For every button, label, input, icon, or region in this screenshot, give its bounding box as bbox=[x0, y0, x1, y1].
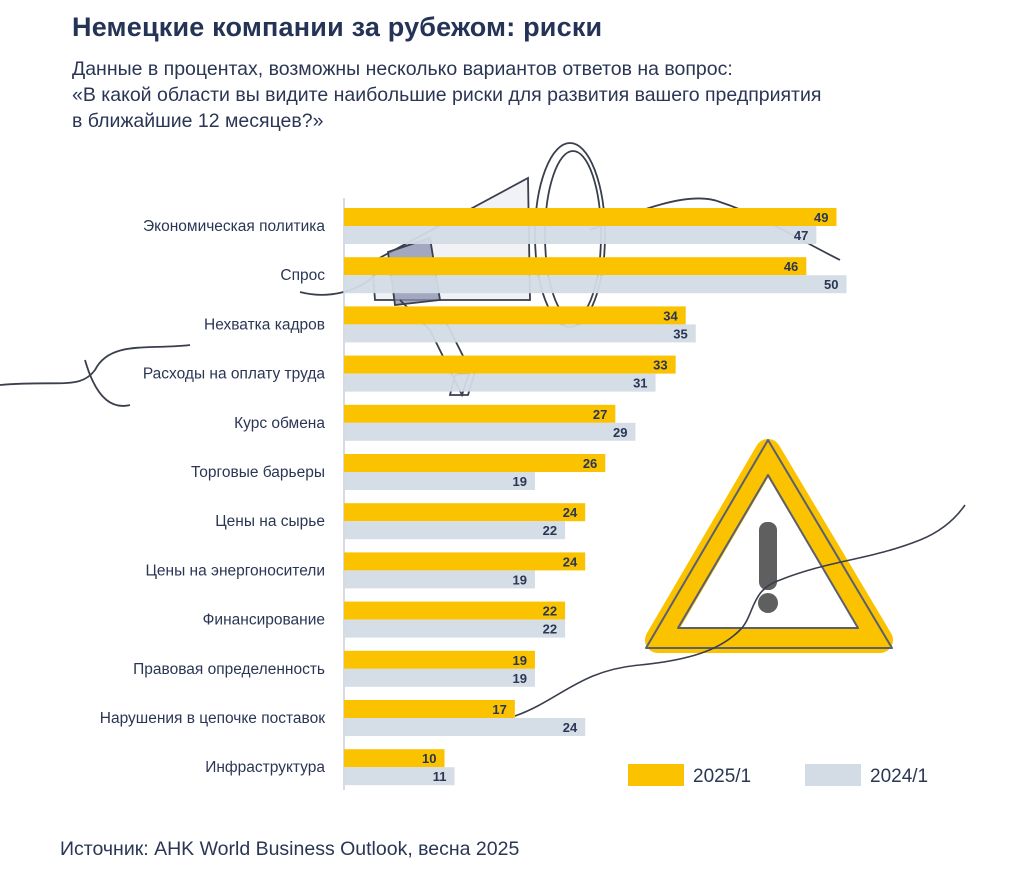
category-label: Нехватка кадров bbox=[204, 316, 325, 333]
legend-swatch-2024 bbox=[805, 764, 861, 786]
bar-2025 bbox=[344, 257, 807, 276]
category-label: Цены на энергоносители bbox=[145, 562, 325, 579]
bar-2025 bbox=[344, 355, 676, 374]
subtitle-line: Данные в процентах, возможны несколько в… bbox=[72, 58, 733, 80]
value-label-2025: 46 bbox=[784, 259, 798, 274]
bar-2024 bbox=[344, 718, 586, 736]
value-label-2025: 24 bbox=[563, 505, 578, 520]
bar-2024 bbox=[344, 422, 636, 441]
bar-2025 bbox=[344, 503, 586, 522]
bar-2024 bbox=[344, 275, 847, 294]
value-label-2025: 17 bbox=[492, 702, 506, 717]
value-label-2024: 19 bbox=[512, 572, 526, 587]
subtitle-line: «В какой области вы видите наибольшие ри… bbox=[72, 84, 822, 106]
bar-2024 bbox=[344, 619, 566, 638]
bar-2025 bbox=[344, 749, 445, 768]
legend-swatch-2025 bbox=[628, 764, 684, 786]
category-label: Экономическая политика bbox=[143, 218, 325, 235]
bar-2024 bbox=[344, 570, 535, 589]
warning-sign-icon bbox=[645, 439, 893, 653]
value-label-2024: 19 bbox=[512, 671, 526, 686]
category-label: Правовая определенность bbox=[133, 661, 325, 678]
value-label-2024: 47 bbox=[794, 228, 808, 243]
category-label: Нарушения в цепочке поставок bbox=[100, 710, 325, 727]
value-label-2025: 10 bbox=[422, 751, 436, 766]
bar-2024 bbox=[344, 668, 535, 687]
bar-2025 bbox=[344, 404, 616, 423]
value-label-2025: 26 bbox=[583, 456, 597, 471]
value-label-2024: 24 bbox=[563, 720, 578, 735]
value-label-2025: 27 bbox=[593, 407, 607, 422]
bar-2024 bbox=[344, 226, 817, 244]
legend-label-2025: 2025/1 bbox=[693, 766, 751, 787]
value-label-2024: 31 bbox=[633, 376, 647, 391]
decorative-line bbox=[514, 504, 966, 717]
category-label: Инфраструктура bbox=[205, 759, 325, 776]
value-label-2024: 29 bbox=[613, 425, 627, 440]
value-label-2024: 50 bbox=[824, 277, 838, 292]
subtitle-line: в ближайшие 12 месяцев?» bbox=[72, 110, 324, 132]
bar-2024 bbox=[344, 521, 566, 540]
value-label-2025: 33 bbox=[653, 358, 667, 373]
bar-2025 bbox=[344, 306, 686, 325]
legend: 2025/1 2024/1 bbox=[628, 764, 928, 787]
bar-2025 bbox=[344, 454, 606, 472]
value-label-2024: 35 bbox=[673, 326, 687, 341]
chart-subtitle: Данные в процентах, возможны несколько в… bbox=[72, 56, 972, 134]
value-label-2024: 22 bbox=[543, 523, 557, 538]
category-label: Финансирование bbox=[203, 612, 325, 629]
bar-2025 bbox=[344, 700, 515, 718]
chart-title: Немецкие компании за рубежом: риски bbox=[72, 12, 603, 42]
value-label-2024: 19 bbox=[512, 474, 526, 489]
bar-2025 bbox=[344, 601, 566, 620]
bar-2025 bbox=[344, 650, 535, 669]
value-label-2024: 11 bbox=[433, 769, 447, 784]
bar-2024 bbox=[344, 324, 696, 343]
category-label: Курс обмена bbox=[234, 415, 325, 432]
bar-2024 bbox=[344, 472, 535, 490]
value-label-2025: 22 bbox=[543, 604, 557, 619]
value-label-2024: 22 bbox=[543, 622, 557, 637]
source-note: Источник: AHK World Business Outlook, ве… bbox=[60, 838, 520, 860]
category-label: Торговые барьеры bbox=[191, 464, 325, 481]
category-label: Расходы на оплату труда bbox=[143, 366, 326, 383]
value-label-2025: 49 bbox=[814, 210, 828, 225]
bar-2024 bbox=[344, 373, 656, 392]
value-label-2025: 34 bbox=[663, 308, 678, 323]
category-label: Цены на сырье bbox=[215, 513, 325, 530]
legend-label-2024: 2024/1 bbox=[870, 766, 928, 787]
bar-2024 bbox=[344, 767, 455, 786]
value-label-2025: 19 bbox=[512, 653, 526, 668]
category-label: Спрос bbox=[280, 267, 325, 284]
bar-2025 bbox=[344, 208, 837, 226]
value-label-2025: 24 bbox=[563, 554, 578, 569]
bar-2025 bbox=[344, 552, 586, 571]
